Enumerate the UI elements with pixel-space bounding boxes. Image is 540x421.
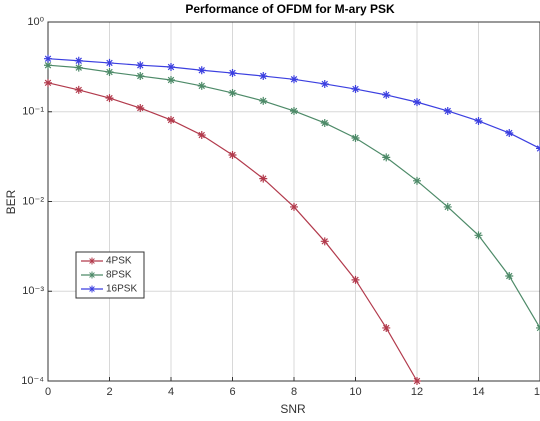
data-point	[413, 176, 421, 185]
data-point	[105, 68, 114, 77]
data-point	[197, 81, 206, 90]
data-point	[382, 90, 391, 99]
data-point	[197, 66, 206, 75]
data-point	[443, 202, 452, 211]
x-tick-label: 16	[534, 386, 540, 398]
y-tick-label: 10⁻³	[22, 285, 44, 297]
data-point	[351, 85, 360, 94]
plot-frame	[47, 21, 540, 382]
data-point	[136, 72, 145, 81]
data-point	[290, 75, 298, 84]
x-tick-label: 8	[291, 386, 297, 398]
x-tick-label: 14	[472, 386, 484, 398]
y-tick-label: 10⁻²	[22, 195, 44, 207]
legend-marker	[88, 257, 96, 265]
data-point	[351, 275, 360, 284]
data-point	[74, 85, 83, 94]
data-point	[320, 237, 329, 246]
data-point	[290, 106, 298, 115]
data-point	[44, 61, 52, 70]
x-tick-label: 12	[411, 386, 423, 398]
legend-label: 4PSK	[106, 256, 132, 267]
y-tick-label: 10⁻¹	[22, 106, 44, 118]
data-point	[259, 72, 268, 81]
data-point	[167, 115, 175, 124]
data-point	[413, 98, 421, 107]
data-point	[44, 78, 52, 87]
x-tick-label: 2	[106, 386, 112, 398]
data-point	[228, 88, 237, 97]
data-point	[382, 323, 391, 332]
x-tick-label: 4	[168, 386, 174, 398]
data-point	[167, 75, 175, 84]
legend-marker	[88, 285, 96, 293]
x-tick-label: 0	[45, 386, 51, 398]
data-point	[44, 54, 52, 63]
x-tick-label: 10	[349, 386, 361, 398]
data-point	[136, 61, 145, 70]
data-point	[474, 231, 483, 240]
data-point	[443, 106, 452, 115]
y-axis-label: BER	[4, 189, 18, 214]
data-point	[74, 63, 83, 72]
legend-label: 16PSK	[106, 284, 137, 295]
data-point	[74, 56, 83, 65]
y-tick-label: 10⁻⁴	[21, 375, 44, 387]
data-point	[413, 377, 421, 385]
data-point	[197, 131, 206, 140]
data-point	[259, 174, 268, 183]
data-point	[351, 133, 360, 142]
data-point	[167, 63, 175, 72]
data-point	[474, 116, 483, 125]
data-point	[105, 58, 114, 67]
data-point	[320, 79, 329, 88]
data-point	[320, 118, 329, 127]
data-point	[505, 271, 514, 280]
chart-title: Performance of OFDM for M-ary PSK	[185, 2, 395, 16]
data-point	[136, 104, 145, 113]
data-point	[505, 128, 514, 137]
data-point	[228, 150, 237, 159]
data-point	[259, 96, 268, 105]
data-point	[382, 153, 391, 162]
legend-label: 8PSK	[106, 270, 132, 281]
data-point	[228, 69, 237, 78]
data-point	[290, 202, 298, 211]
data-point	[105, 94, 114, 103]
y-tick-label: 10⁰	[27, 16, 44, 28]
x-axis-label: SNR	[280, 402, 306, 416]
x-tick-label: 6	[229, 386, 235, 398]
legend-marker	[88, 271, 96, 279]
